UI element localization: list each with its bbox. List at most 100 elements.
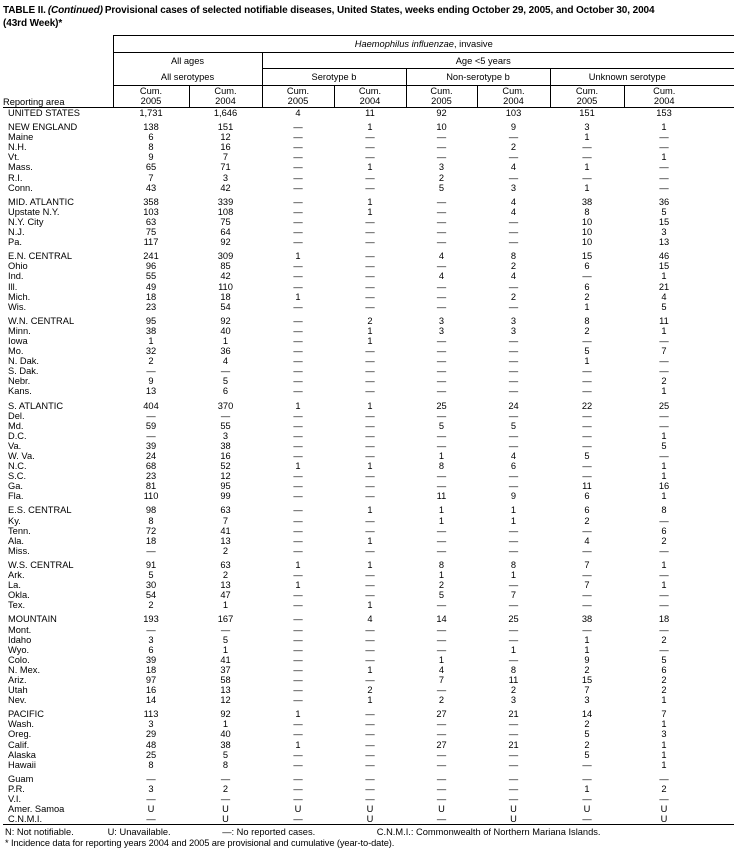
value-cell: —	[293, 376, 303, 387]
value-cell: —	[436, 410, 447, 421]
table-body: UNITED STATES 1,731 1,646 4 11 92 103 151 153 NEW…	[3, 108, 734, 825]
table-row: Ariz. 97 58 — — 7 11 15 2	[3, 675, 734, 685]
value-cell: 5	[438, 182, 445, 193]
value-cell: 13	[145, 386, 157, 397]
value-cell: —	[293, 301, 303, 312]
value-cell: —	[365, 182, 375, 193]
value-cell: —	[508, 794, 519, 804]
value-cell: —	[436, 301, 447, 312]
value-cell: 2	[438, 580, 445, 591]
reporting-area-cell: Upstate N.Y.	[8, 206, 60, 217]
value-cell: —	[436, 142, 447, 153]
value-cell: 14	[581, 709, 593, 720]
reporting-area-cell: Tex.	[8, 600, 26, 611]
value-cell: —	[365, 227, 375, 238]
value-cell: —	[293, 570, 303, 581]
value-cell: —	[293, 172, 303, 183]
table-row: Calif. 48 38 1—27 21 2 1	[3, 740, 734, 750]
value-cell: 1	[661, 491, 667, 502]
value-cell: 167	[217, 614, 234, 625]
value-cell: 18	[145, 291, 157, 302]
value-cell: —	[582, 410, 592, 421]
value-cell: —	[293, 386, 303, 397]
value-cell: —	[508, 386, 519, 397]
value-cell: 2	[661, 376, 667, 387]
value-cell: —	[582, 440, 592, 451]
value-cell: —	[365, 729, 375, 740]
value-cell: —	[293, 196, 303, 207]
footnote-cnmi: C.N.M.I.: Commonwealth of Northern Maria…	[376, 827, 601, 838]
value-cell: 4	[438, 664, 445, 675]
value-cell: 8	[148, 759, 154, 770]
reporting-area-cell: N. Mex.	[8, 664, 41, 675]
value-cell: —	[508, 525, 519, 536]
value-cell: 11	[659, 315, 669, 326]
value-cell: 10	[581, 216, 593, 227]
value-cell: —	[659, 410, 669, 421]
value-cell: 1	[584, 132, 590, 143]
value-cell: 2	[661, 783, 667, 794]
value-cell: 23	[145, 301, 157, 312]
value-cell: 8	[438, 559, 445, 570]
value-cell: —	[508, 237, 519, 248]
footnote-not-notifiable: N: Not notifiable.	[5, 827, 74, 838]
value-cell: 8	[584, 206, 590, 217]
value-cell: —	[365, 261, 375, 272]
value-cell: 2	[510, 142, 517, 153]
value-cell: 1	[295, 251, 301, 262]
value-cell: —	[365, 376, 375, 387]
value-cell: —	[436, 132, 447, 143]
value-cell: —	[582, 335, 592, 346]
value-cell: 358	[143, 196, 159, 207]
value-cell: 2	[584, 291, 590, 302]
table-row: Nebr. 9 5 — — — — — 2	[3, 376, 734, 386]
table-row: Fla. 110 99 — — 11 9 6 1	[3, 491, 734, 501]
value-cell: 2	[222, 570, 229, 581]
value-cell: —	[293, 206, 303, 217]
value-cell: —	[659, 182, 669, 193]
reporting-area-cell: N.J.	[8, 227, 25, 238]
value-cell: —	[220, 794, 231, 804]
value-cell: —	[436, 440, 447, 451]
value-cell: —	[365, 366, 375, 377]
value-cell: 4	[661, 291, 667, 302]
table-title-text: Provisional cases of selected notifiable…	[104, 5, 655, 16]
value-cell: —	[508, 783, 519, 794]
reporting-area-cell: MID. ATLANTIC	[8, 196, 74, 207]
value-cell: —	[365, 759, 375, 770]
value-cell: 92	[220, 315, 231, 326]
table-row: N.J. 75 64 — — — — 10 3	[3, 227, 734, 237]
value-cell: —	[220, 366, 231, 377]
value-cell: 1	[510, 570, 517, 581]
value-cell: —	[508, 471, 519, 482]
value-cell: 2	[584, 325, 590, 336]
value-cell: —	[508, 440, 519, 451]
table-row: N. Dak. 2 4 — — — — 1 —	[3, 356, 734, 366]
reporting-area-cell: Mont.	[8, 624, 32, 635]
value-cell: —	[293, 634, 303, 645]
value-cell: —	[146, 773, 156, 784]
value-cell: —	[293, 685, 303, 696]
value-cell: —	[508, 356, 519, 367]
value-cell: 1	[661, 461, 667, 472]
value-cell: 12	[220, 132, 231, 143]
value-cell: 7	[222, 515, 229, 526]
value-cell: 2	[438, 695, 445, 706]
value-cell: 9	[510, 491, 517, 502]
reporting-area-cell: W.S. CENTRAL	[8, 559, 74, 570]
value-cell: 11	[365, 108, 375, 118]
reporting-area-cell: S.C.	[8, 471, 27, 482]
value-cell: 2	[584, 739, 590, 750]
value-cell: —	[365, 491, 375, 502]
value-cell: —	[508, 132, 519, 143]
value-cell: —	[365, 346, 375, 357]
value-cell: U	[510, 814, 517, 825]
value-cell: 103	[505, 108, 522, 118]
value-cell: —	[365, 783, 375, 794]
value-cell: 404	[143, 400, 159, 411]
value-cell: —	[582, 461, 592, 472]
table-row: Utah 16 13 — 2 — 2 7 2	[3, 685, 734, 695]
value-cell: —	[365, 719, 375, 730]
value-cell: U	[583, 804, 591, 815]
value-cell: 103	[143, 206, 159, 217]
